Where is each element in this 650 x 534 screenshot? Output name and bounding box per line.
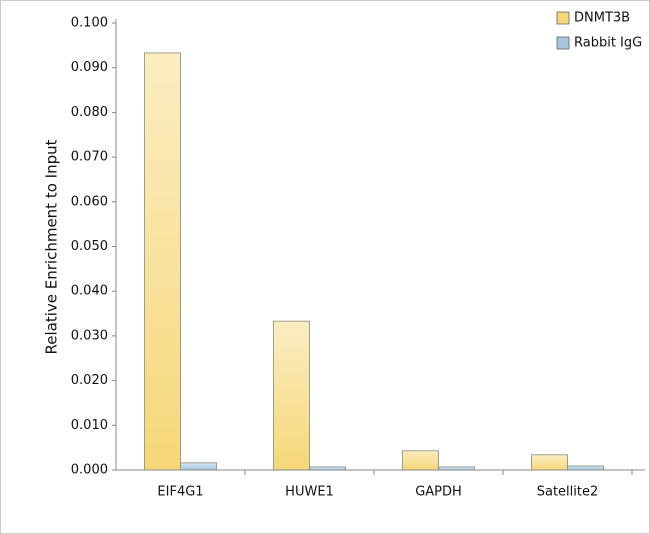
bar [180, 462, 217, 471]
bar [567, 465, 604, 471]
bar [144, 52, 181, 471]
bar [531, 454, 568, 471]
y-tick-label: 0.070 [71, 150, 108, 165]
y-tick-label: 0.020 [71, 373, 108, 388]
x-tick-label: HUWE1 [285, 485, 334, 500]
y-tick-label: 0.050 [71, 239, 108, 254]
bar [273, 320, 310, 471]
y-tick-label: 0.090 [71, 60, 108, 75]
y-tick-label: 0.030 [71, 328, 108, 343]
legend-label: Rabbit IgG [574, 36, 642, 51]
y-tick-label: 0.100 [71, 16, 108, 31]
y-tick-label: 0.010 [71, 418, 108, 433]
legend-label: DNMT3B [574, 11, 630, 26]
legend-swatch [556, 36, 570, 50]
x-tick-label: GAPDH [415, 485, 462, 500]
y-axis-label: Relative Enrichment to Input [43, 139, 61, 354]
y-tick-label: 0.080 [71, 105, 108, 120]
y-tick-label: 0.060 [71, 194, 108, 209]
legend-swatch [556, 11, 570, 25]
y-tick-label: 0.000 [71, 463, 108, 478]
bar [402, 450, 439, 471]
y-tick-label: 0.040 [71, 284, 108, 299]
x-tick-label: Satellite2 [537, 485, 599, 500]
x-tick-label: EIF4G1 [157, 485, 203, 500]
